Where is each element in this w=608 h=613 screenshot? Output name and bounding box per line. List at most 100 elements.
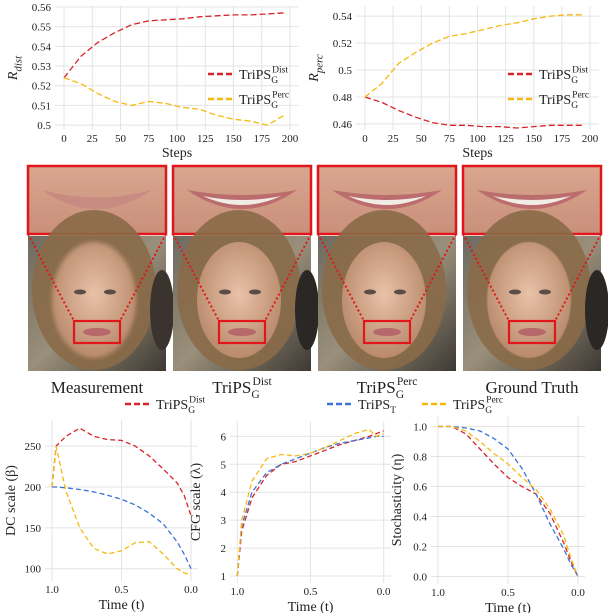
x-tick-label: 50 bbox=[115, 133, 127, 145]
legend-label: TriPSGPerc bbox=[453, 395, 503, 416]
y-tick-label: 100 bbox=[25, 564, 42, 576]
image-panel bbox=[318, 166, 456, 371]
x-tick-label: 1.0 bbox=[431, 587, 445, 599]
face bbox=[52, 242, 136, 358]
legend-label-base: TriPS bbox=[239, 93, 271, 108]
image-caption: Measurement bbox=[51, 378, 144, 397]
legend-label-sub: G bbox=[188, 406, 195, 416]
x-tick-label: 200 bbox=[582, 133, 599, 145]
x-tick-label: 50 bbox=[416, 133, 428, 145]
legend-label: TriPSGPerc bbox=[239, 90, 289, 111]
y-tick-label: 150 bbox=[25, 523, 42, 535]
y-tick-label: 0.8 bbox=[413, 452, 427, 464]
x-tick-label: 0.5 bbox=[115, 584, 129, 596]
y-axis-label-base: R bbox=[6, 71, 21, 81]
x-tick-label: 0 bbox=[61, 133, 67, 145]
legend-label-sup: Perc bbox=[272, 90, 289, 100]
y-tick-label: 0.54 bbox=[32, 41, 52, 53]
face bbox=[487, 242, 571, 358]
x-axis-label: Time (t) bbox=[99, 598, 145, 613]
legend-label-sup: Perc bbox=[572, 90, 589, 100]
x-tick-label: 150 bbox=[526, 133, 543, 145]
legend-label-sub: T bbox=[390, 406, 396, 416]
mouth bbox=[373, 328, 401, 336]
legend-label: TriPSGDist bbox=[156, 395, 205, 416]
eye bbox=[104, 290, 116, 295]
x-tick-label: 0.0 bbox=[571, 587, 585, 599]
figure: 0.50.510.520.530.540.550.560255075100125… bbox=[0, 0, 608, 613]
y-tick-label: 0.4 bbox=[413, 512, 427, 524]
image-caption: TriPSGDist bbox=[212, 375, 272, 401]
series-line bbox=[365, 15, 584, 97]
x-tick-label: 0.5 bbox=[501, 587, 515, 599]
y-tick-label: 2 bbox=[221, 543, 227, 555]
y-tick-label: 5 bbox=[221, 459, 227, 471]
y-tick-label: 0.5 bbox=[37, 120, 51, 132]
eye bbox=[364, 290, 376, 295]
y-tick-label: 0.0 bbox=[413, 572, 427, 584]
legend-label: TriPST bbox=[358, 398, 396, 416]
y-tick-label: 0.6 bbox=[413, 482, 427, 494]
image-caption-sub: G bbox=[396, 388, 404, 401]
mouth bbox=[83, 328, 111, 336]
x-tick-label: 100 bbox=[469, 133, 486, 145]
y-tick-label: 0.53 bbox=[32, 61, 52, 73]
legend-label-sup: Dist bbox=[189, 395, 205, 405]
x-tick-label: 175 bbox=[253, 133, 270, 145]
y-tick-label: 0.46 bbox=[333, 119, 353, 131]
x-tick-label: 125 bbox=[197, 133, 214, 145]
x-tick-label: 0.0 bbox=[377, 586, 391, 598]
image-caption: TriPSGPerc bbox=[357, 375, 418, 401]
y-tick-label: 4 bbox=[221, 487, 227, 499]
eye bbox=[394, 290, 406, 295]
image-caption-base: TriPS bbox=[357, 378, 396, 397]
y-tick-label: 6 bbox=[221, 431, 227, 443]
y-tick-label: 0.48 bbox=[333, 92, 353, 104]
x-tick-label: 75 bbox=[143, 133, 155, 145]
legend-label-sup: Dist bbox=[272, 65, 288, 75]
side-face bbox=[585, 270, 608, 350]
x-axis-label: Time (t) bbox=[288, 600, 334, 613]
y-tick-label: 3 bbox=[221, 515, 227, 527]
legend-label-base: TriPS bbox=[358, 398, 390, 413]
x-axis-label: Time (t) bbox=[485, 601, 531, 613]
x-tick-label: 0.0 bbox=[184, 584, 198, 596]
legend-label-base: TriPS bbox=[453, 398, 485, 413]
y-tick-label: 250 bbox=[25, 441, 42, 453]
y-axis-label: Rperc bbox=[307, 54, 325, 83]
eye bbox=[509, 290, 521, 295]
y-axis-label-sub: perc bbox=[313, 54, 325, 74]
image-panel bbox=[463, 166, 608, 371]
y-axis-label-base: R bbox=[307, 73, 322, 83]
side-face bbox=[150, 270, 174, 350]
x-tick-label: 25 bbox=[388, 133, 400, 145]
image-caption-sup: Dist bbox=[253, 375, 273, 388]
legend-label-base: TriPS bbox=[539, 68, 571, 83]
y-tick-label: 0.54 bbox=[333, 11, 353, 23]
legend-label-sub: G bbox=[571, 76, 578, 86]
y-tick-label: 1 bbox=[221, 571, 227, 583]
x-tick-label: 1.0 bbox=[230, 586, 244, 598]
image-panel bbox=[173, 166, 319, 371]
x-tick-label: 1.0 bbox=[45, 584, 59, 596]
y-tick-label: 0.51 bbox=[32, 100, 51, 112]
y-axis-label: DC scale (β) bbox=[4, 465, 19, 536]
x-tick-label: 25 bbox=[87, 133, 99, 145]
eye bbox=[219, 290, 231, 295]
y-tick-label: 0.52 bbox=[32, 81, 51, 93]
legend-label-sub: G bbox=[271, 101, 278, 111]
image-panel bbox=[28, 166, 174, 371]
eye bbox=[249, 290, 261, 295]
y-tick-label: 0.56 bbox=[32, 2, 52, 14]
y-tick-label: 0.2 bbox=[413, 542, 427, 554]
y-axis-label-sub: dist bbox=[12, 55, 24, 72]
x-tick-label: 0 bbox=[362, 133, 368, 145]
legend-label: TriPSGDist bbox=[539, 65, 588, 86]
x-tick-label: 75 bbox=[444, 133, 456, 145]
image-caption-sup: Perc bbox=[397, 375, 418, 388]
face bbox=[342, 242, 426, 358]
image-caption-base: TriPS bbox=[212, 378, 251, 397]
legend-label: TriPSGDist bbox=[239, 65, 288, 86]
y-tick-label: 0.55 bbox=[32, 22, 52, 34]
y-tick-label: 0.52 bbox=[333, 38, 352, 50]
